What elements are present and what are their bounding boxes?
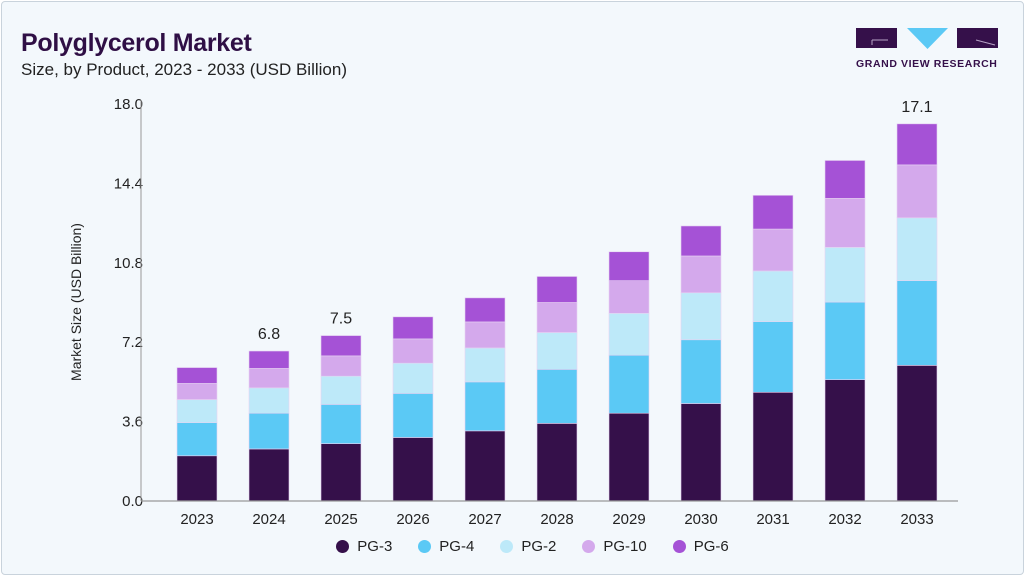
legend-item-pg-10: PG-10 (582, 538, 647, 555)
y-tick-label: 10.8 (114, 255, 143, 272)
bar-segment-pg-10-2028 (536, 302, 578, 333)
bar-segment-pg-4-2025 (320, 404, 362, 444)
bar-segment-pg-10-2023 (176, 383, 218, 400)
bar-segment-pg-10-2032 (824, 198, 866, 248)
bar-segment-pg-2-2024 (248, 387, 290, 414)
bar-segment-pg-10-2031 (752, 228, 794, 272)
bar-segment-pg-2-2023 (176, 399, 218, 424)
bar-segment-pg-6-2024 (248, 350, 290, 369)
bar-segment-pg-3-2023 (176, 455, 218, 502)
bar-segment-pg-4-2031 (752, 321, 794, 393)
x-tick-label: 2024 (252, 511, 285, 528)
legend-swatch (582, 540, 596, 553)
bar-segment-pg-4-2028 (536, 369, 578, 424)
y-axis-label: Market Size (USD Billion) (68, 223, 84, 381)
bar-segment-pg-6-2031 (752, 195, 794, 230)
bar-segment-pg-4-2029 (608, 354, 650, 414)
data-label: 6.8 (258, 326, 280, 343)
chart-title: Polyglycerol Market (21, 29, 252, 57)
bar-segment-pg-6-2027 (464, 297, 506, 323)
x-tick-label: 2032 (828, 511, 861, 528)
legend-label: PG-10 (603, 538, 647, 555)
bar-segment-pg-4-2033 (896, 280, 938, 366)
bar-segment-pg-10-2024 (248, 368, 290, 389)
grand-view-research-logo (856, 28, 998, 49)
bar-segment-pg-3-2030 (680, 403, 722, 502)
y-tick-label: 14.4 (114, 175, 143, 192)
legend-label: PG-3 (357, 538, 393, 555)
legend-item-pg-6: PG-6 (672, 538, 729, 555)
logo-text: GRAND VIEW RESEARCH (856, 58, 998, 70)
bar-segment-pg-2-2028 (536, 332, 578, 370)
bar-segment-pg-6-2023 (176, 367, 218, 384)
bar-segment-pg-6-2025 (320, 335, 362, 357)
x-tick-label: 2025 (324, 511, 357, 528)
bar-segment-pg-10-2027 (464, 321, 506, 349)
legend-label: PG-4 (439, 538, 475, 555)
bar-segment-pg-6-2030 (680, 225, 722, 257)
x-tick-label: 2027 (468, 511, 501, 528)
bar-segment-pg-10-2025 (320, 355, 362, 377)
chart-subtitle: Size, by Product, 2023 - 2033 (USD Billi… (21, 60, 347, 79)
data-label: 7.5 (330, 311, 352, 328)
bar-segment-pg-4-2026 (392, 393, 434, 438)
x-tick-label: 2026 (396, 511, 429, 528)
bar-segment-pg-3-2029 (608, 412, 650, 502)
chart-legend: PG-3 PG-4 PG-2 PG-10 PG-6 (0, 538, 1025, 555)
legend-item-pg-2: PG-2 (500, 538, 556, 555)
bar-segment-pg-10-2029 (608, 280, 650, 314)
x-tick-label: 2029 (612, 511, 645, 528)
bar-segment-pg-2-2029 (608, 313, 650, 356)
bar-segment-pg-3-2031 (752, 391, 794, 502)
x-tick-label: 2030 (684, 511, 717, 528)
bar-segment-pg-3-2027 (464, 430, 506, 502)
x-tick-label: 2023 (180, 511, 213, 528)
bar-segment-pg-3-2032 (824, 379, 866, 502)
bar-segment-pg-6-2028 (536, 276, 578, 303)
bar-segment-pg-3-2028 (536, 423, 578, 502)
bar-segment-pg-3-2025 (320, 443, 362, 502)
bar-segment-pg-6-2026 (392, 316, 434, 340)
x-tick-label: 2028 (540, 511, 573, 528)
bar-segment-pg-2-2026 (392, 362, 434, 394)
bar-segment-pg-3-2033 (896, 365, 938, 502)
x-tick-label: 2031 (756, 511, 789, 528)
y-tick-label: 18.0 (114, 96, 143, 113)
legend-swatch (672, 540, 686, 553)
x-tick-label: 2033 (900, 511, 933, 528)
bar-segment-pg-4-2027 (464, 381, 506, 432)
data-label: 17.1 (901, 99, 932, 116)
bar-segment-pg-4-2032 (824, 301, 866, 380)
bar-segment-pg-2-2032 (824, 247, 866, 303)
legend-label: PG-2 (521, 538, 557, 555)
bar-segment-pg-10-2026 (392, 338, 434, 364)
bar-segment-pg-2-2027 (464, 347, 506, 383)
bar-segment-pg-4-2024 (248, 412, 290, 450)
bar-segment-pg-2-2031 (752, 270, 794, 322)
y-tick-label: 3.6 (122, 414, 143, 431)
bar-segment-pg-10-2033 (896, 164, 938, 219)
legend-label: PG-6 (693, 538, 729, 555)
bar-segment-pg-2-2030 (680, 292, 722, 341)
bar-segment-pg-6-2032 (824, 160, 866, 199)
bar-segment-pg-6-2033 (896, 123, 938, 166)
legend-item-pg-4: PG-4 (418, 538, 474, 555)
bar-segment-pg-3-2024 (248, 448, 290, 502)
y-tick-label: 7.2 (122, 334, 143, 351)
legend-swatch (336, 540, 350, 553)
bar-segment-pg-4-2023 (176, 422, 218, 457)
legend-swatch (500, 540, 514, 553)
bar-segment-pg-10-2030 (680, 255, 722, 294)
bar-segment-pg-3-2026 (392, 437, 434, 502)
bar-segment-pg-6-2029 (608, 251, 650, 281)
legend-swatch (418, 540, 432, 553)
bar-segment-pg-2-2025 (320, 375, 362, 405)
legend-item-pg-3: PG-3 (336, 538, 392, 555)
bar-segment-pg-2-2033 (896, 217, 938, 281)
bar-segment-pg-4-2030 (680, 339, 722, 404)
y-tick-label: 0.0 (122, 493, 143, 510)
